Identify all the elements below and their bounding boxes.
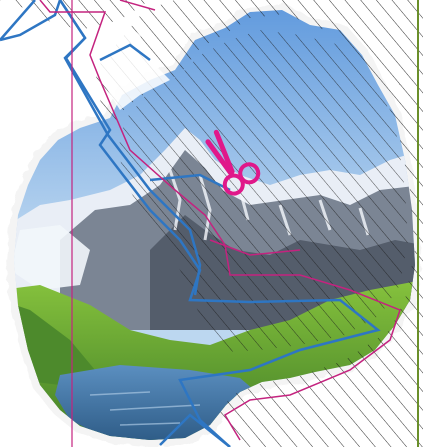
cut-path-magenta[interactable] [39,0,401,441]
hatched-inner-region [118,30,408,352]
cut-path-blue[interactable] [0,0,381,447]
left-glacier [14,225,90,290]
scissors-icon[interactable] [199,124,263,197]
hatched-mask-top-left [0,0,150,30]
cut-path-blue-inner[interactable] [58,0,202,296]
cut-path-blue-bottom[interactable] [159,413,231,447]
mask-gap [95,22,170,110]
cut-path-blue-corner[interactable] [0,0,62,42]
lake [55,365,260,440]
lake-reflection [89,391,201,426]
